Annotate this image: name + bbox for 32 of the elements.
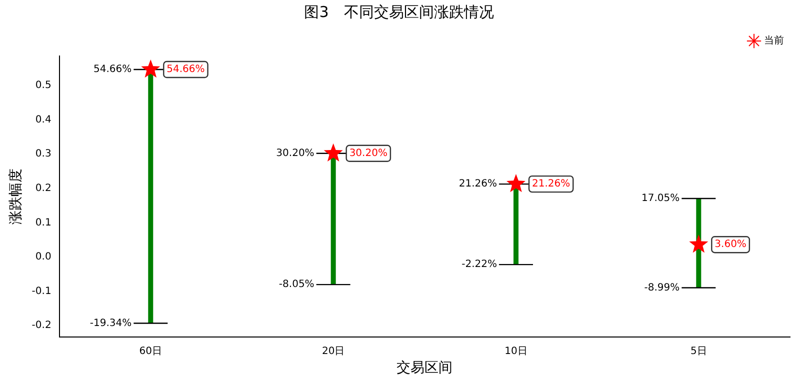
annotation: 17.05%: [642, 193, 680, 204]
x-tick-label: 60日: [139, 346, 162, 357]
data-label: 3.60%: [714, 239, 746, 250]
y-tick-label: 0.1: [35, 217, 52, 228]
y-tick-label: 0.2: [35, 182, 52, 194]
x-axis-title: 交易区间: [396, 360, 453, 376]
point: [141, 60, 160, 78]
data-label: 30.20%: [349, 148, 388, 159]
data-label: 54.66%: [166, 64, 205, 76]
point: [689, 234, 708, 253]
annotation: 30.20%: [276, 148, 314, 159]
y-tick-label: 0.3: [35, 148, 52, 160]
annotation: -2.22%: [462, 259, 497, 270]
y-tick-label: 0.5: [35, 80, 52, 92]
annotation: 54.66%: [94, 64, 132, 76]
y-tick-label: -0.2: [32, 320, 52, 332]
point: [506, 174, 526, 192]
x-tick-label: 5日: [690, 346, 707, 357]
y-tick-label: 0.0: [35, 252, 52, 263]
legend-label: 当前: [764, 34, 784, 47]
x-tick-label: 20日: [322, 346, 345, 357]
annotation: -19.34%: [90, 318, 132, 329]
annotation: -8.99%: [644, 282, 680, 294]
annotation: 21.26%: [458, 178, 497, 190]
annotation: -8.05%: [278, 279, 314, 290]
point: [324, 143, 343, 162]
x-tick-label: 10日: [504, 346, 528, 357]
chart-title: 图3 不同交易区间涨跌情况: [304, 2, 494, 21]
data-label: 21.26%: [532, 178, 570, 190]
y-tick-label: -0.1: [32, 286, 52, 297]
y-tick-label: 0.4: [35, 114, 52, 126]
y-axis-title: 涨跌幅度: [8, 168, 24, 225]
